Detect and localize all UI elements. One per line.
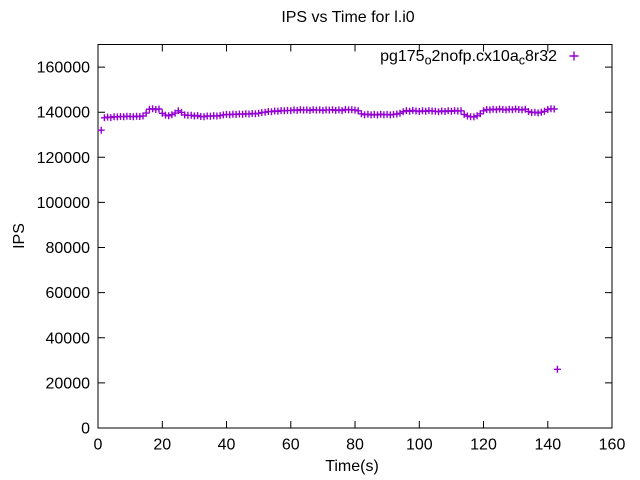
- x-tick-label: 60: [282, 437, 300, 454]
- y-tick-label: 60000: [46, 285, 91, 302]
- y-tick-label: 0: [81, 421, 90, 438]
- y-tick-label: 120000: [37, 150, 90, 167]
- axes: [97, 44, 613, 429]
- x-tick-label: 0: [94, 437, 103, 454]
- x-tick-label: 140: [534, 437, 561, 454]
- series-points: [97, 105, 561, 373]
- data-series: [97, 105, 561, 373]
- tick-labels: 0 20 40 60 80 100 120 140 160 0 20000 40000 60000 800…: [37, 60, 626, 454]
- x-tick-label: 160: [599, 437, 626, 454]
- x-axis-label: Time(s): [325, 458, 379, 475]
- x-tick-label: 120: [470, 437, 497, 454]
- y-tick-label: 100000: [37, 195, 90, 212]
- legend-marker: [569, 51, 579, 61]
- legend: pg175o2nofp.cx10ac8r32: [380, 48, 579, 68]
- y-tick-label: 140000: [37, 105, 90, 122]
- x-tick-label: 40: [218, 437, 236, 454]
- y-tick-label: 40000: [46, 330, 91, 347]
- y-tick-label: 160000: [37, 60, 90, 77]
- x-tick-label: 100: [406, 437, 433, 454]
- y-axis-label: IPS: [11, 223, 28, 249]
- y-tick-label: 20000: [46, 375, 91, 392]
- chart-title: IPS vs Time for l.i0: [281, 9, 414, 26]
- legend-label: pg175o2nofp.cx10ac8r32: [380, 48, 557, 68]
- x-tick-label: 20: [153, 437, 171, 454]
- y-tick-label: 80000: [46, 240, 91, 257]
- x-tick-label: 80: [346, 437, 364, 454]
